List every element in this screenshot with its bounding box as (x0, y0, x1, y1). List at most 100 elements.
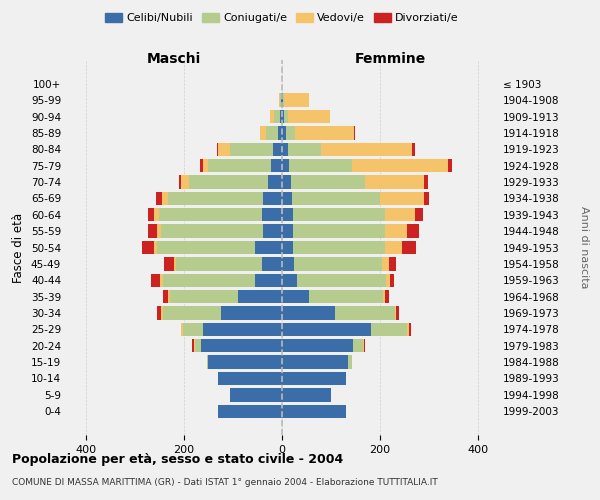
Bar (280, 110, 282, 123)
Bar (218, 142, 230, 156)
Bar (194, 339, 195, 352)
Text: Femmine: Femmine (355, 52, 425, 66)
Bar (282, 257, 294, 270)
Bar (208, 356, 282, 369)
Bar (283, 94, 284, 107)
Bar (282, 372, 346, 385)
Bar (309, 290, 383, 304)
Bar (217, 142, 218, 156)
Bar (282, 322, 371, 336)
Bar (162, 192, 167, 205)
Bar (179, 176, 181, 188)
Bar (284, 110, 289, 123)
Bar (164, 257, 174, 270)
Y-axis label: Fasce di età: Fasce di età (13, 212, 25, 282)
Bar (181, 176, 189, 188)
Bar (148, 208, 154, 222)
Bar (157, 241, 255, 254)
Bar (371, 322, 407, 336)
Bar (148, 224, 157, 238)
Bar (353, 126, 355, 140)
Bar (156, 192, 162, 205)
Bar (271, 159, 282, 172)
Bar (263, 192, 282, 205)
Bar (174, 257, 176, 270)
Bar (282, 208, 293, 222)
Bar (176, 257, 262, 270)
Bar (263, 224, 282, 238)
Bar (385, 241, 402, 254)
Bar (424, 176, 428, 188)
Bar (409, 322, 410, 336)
Bar (157, 224, 161, 238)
Bar (168, 290, 170, 304)
Bar (448, 159, 452, 172)
Bar (282, 224, 293, 238)
Bar (218, 404, 282, 418)
Bar (364, 339, 365, 352)
Legend: Celibi/Nubili, Coniugati/e, Vedovi/e, Divorziati/e: Celibi/Nubili, Coniugati/e, Vedovi/e, Di… (101, 8, 463, 28)
Bar (280, 94, 281, 107)
Bar (286, 126, 295, 140)
Bar (278, 126, 282, 140)
Bar (163, 274, 255, 287)
Text: Maschi: Maschi (147, 52, 201, 66)
Bar (157, 306, 161, 320)
Bar (282, 94, 283, 107)
Bar (348, 356, 352, 369)
Bar (293, 241, 385, 254)
Bar (291, 176, 365, 188)
Bar (282, 159, 289, 172)
Bar (293, 208, 385, 222)
Bar (262, 208, 282, 222)
Bar (208, 159, 271, 172)
Bar (203, 322, 282, 336)
Bar (385, 290, 389, 304)
Bar (192, 339, 194, 352)
Bar (385, 208, 415, 222)
Bar (221, 306, 282, 320)
Bar (279, 94, 280, 107)
Bar (161, 306, 163, 320)
Bar (282, 126, 286, 140)
Bar (380, 192, 424, 205)
Bar (282, 388, 331, 402)
Bar (282, 339, 353, 352)
Bar (268, 176, 282, 188)
Bar (207, 356, 208, 369)
Bar (154, 241, 157, 254)
Bar (181, 322, 183, 336)
Bar (402, 241, 416, 254)
Bar (282, 306, 335, 320)
Bar (407, 322, 409, 336)
Bar (282, 274, 297, 287)
Bar (383, 290, 385, 304)
Bar (365, 176, 424, 188)
Bar (288, 142, 321, 156)
Y-axis label: Anni di nascita: Anni di nascita (579, 206, 589, 289)
Text: COMUNE DI MASSA MARITTIMA (GR) - Dati ISTAT 1° gennaio 2004 - Elaborazione TUTTI: COMUNE DI MASSA MARITTIMA (GR) - Dati IS… (12, 478, 438, 487)
Bar (385, 224, 407, 238)
Bar (282, 110, 284, 123)
Bar (352, 159, 448, 172)
Bar (170, 290, 238, 304)
Bar (282, 192, 292, 205)
Bar (230, 388, 282, 402)
Bar (189, 176, 268, 188)
Bar (270, 110, 274, 123)
Bar (282, 290, 309, 304)
Bar (412, 142, 415, 156)
Bar (230, 142, 273, 156)
Bar (161, 224, 263, 238)
Bar (154, 208, 159, 222)
Bar (415, 208, 424, 222)
Bar (321, 142, 412, 156)
Bar (159, 208, 262, 222)
Bar (260, 126, 266, 140)
Bar (255, 274, 282, 287)
Bar (284, 94, 308, 107)
Bar (200, 159, 203, 172)
Bar (282, 404, 346, 418)
Bar (201, 339, 282, 352)
Bar (195, 339, 201, 352)
